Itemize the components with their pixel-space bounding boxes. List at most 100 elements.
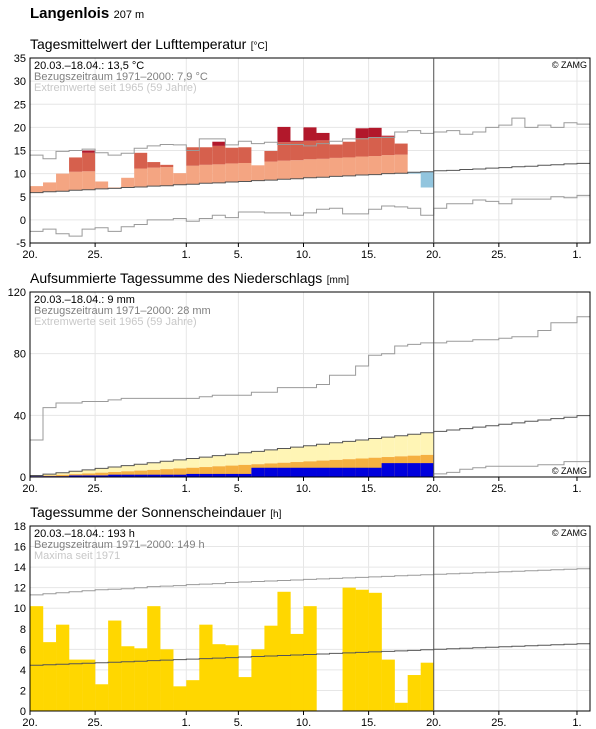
temperature-bar: [56, 173, 70, 192]
precipitation-bar: [316, 467, 330, 477]
sunshine-bar: [394, 702, 408, 711]
temperature-bar: [134, 152, 148, 169]
temperature-bar: [121, 177, 135, 188]
sunshine-bar: [43, 642, 57, 711]
x-tick-label: 1.: [182, 483, 191, 495]
temperature-bar: [264, 161, 278, 181]
precipitation-band: [212, 455, 226, 467]
y-tick-label: 14: [14, 562, 26, 574]
temperature-bar: [290, 140, 304, 142]
precipitation-bar: [121, 474, 135, 477]
precipitation-bar: [407, 463, 421, 477]
sunshine-bar: [264, 625, 278, 711]
precipitation-bar: [381, 463, 395, 477]
precipitation-bar: [290, 467, 304, 477]
y-tick-label: 18: [14, 521, 26, 533]
temperature-bar: [199, 147, 213, 165]
precipitation-band: [82, 473, 96, 477]
sunshine-bar: [134, 648, 148, 711]
info-extremes-note: Extremwerte seit 1965 (59 Jahre): [34, 316, 197, 328]
precipitation-band: [82, 469, 96, 474]
copyright-label: © ZAMG: [552, 60, 587, 70]
temperature-bar: [316, 132, 330, 141]
x-tick-label: 1.: [182, 249, 191, 261]
precipitation-bar: [394, 463, 408, 477]
precipitation-band: [407, 434, 421, 456]
precipitation-band: [43, 474, 57, 476]
record-max-line: [30, 316, 590, 441]
precipitation-band: [160, 469, 174, 477]
precipitation-bar: [368, 467, 382, 477]
precipitation-bar: [199, 473, 213, 477]
sunshine-bar: [251, 649, 265, 711]
precipitation-bar: [264, 467, 278, 477]
x-tick-label: 20.: [22, 249, 37, 261]
precipitation-band: [134, 470, 148, 477]
precipitation-band: [225, 454, 239, 466]
sunshine-bar: [82, 659, 96, 711]
y-tick-label: 5: [20, 192, 26, 204]
sunshine-bar: [186, 680, 200, 711]
precipitation-bar: [186, 473, 200, 477]
info-extremes-note: Maxima seit 1971: [34, 550, 120, 562]
temperature-bar: [251, 165, 265, 181]
sunshine-bar: [173, 686, 187, 711]
sunshine-bar: [381, 659, 395, 711]
y-tick-label: 80: [14, 349, 26, 361]
x-tick-label: 15.: [361, 249, 376, 261]
info-period-value: 20.03.–18.04.: 13,5 °C: [34, 60, 144, 72]
precipitation-band: [95, 468, 109, 473]
temperature-bar: [82, 152, 96, 172]
precipitation-bar: [134, 474, 148, 477]
precipitation-band: [290, 447, 304, 463]
temperature-bar: [238, 162, 252, 182]
y-tick-label: 2: [20, 685, 26, 697]
temperature-bar: [290, 160, 304, 179]
precipitation-bar: [355, 467, 369, 477]
info-reference-value: Bezugszeitraum 1971–2000: 149 h: [34, 539, 205, 551]
temperature-bar: [147, 167, 161, 187]
temperature-bar: [95, 181, 109, 189]
precipitation-bar: [342, 467, 356, 477]
precipitation-band: [381, 437, 395, 458]
plot-frame: [29, 525, 591, 712]
temperature-bar: [43, 182, 57, 192]
x-tick-label: 25.: [87, 717, 102, 729]
temperature-bar: [212, 141, 226, 146]
precipitation-band: [355, 440, 369, 459]
precipitation-band: [108, 471, 122, 477]
precipitation-bar: [212, 473, 226, 477]
temperature-bar: [69, 171, 83, 191]
temperature-bar: [277, 142, 291, 161]
x-tick-label: 5.: [234, 249, 243, 261]
precipitation-bar: [173, 474, 187, 477]
precipitation-bar: [108, 474, 122, 477]
temperature-bar: [303, 140, 317, 160]
precipitation-band: [186, 458, 200, 468]
temperature-bar: [394, 143, 408, 155]
sunshine-bar: [277, 591, 291, 711]
sunshine-bar: [108, 620, 122, 711]
temperature-chart-title: Tagesmittelwert der Lufttemperatur [°C]: [30, 36, 268, 54]
x-tick-label: 1.: [572, 717, 581, 729]
precipitation-bar: [251, 467, 265, 477]
y-tick-label: 0: [20, 706, 26, 718]
y-tick-label: 6: [20, 644, 26, 656]
sunshine-chart-title: Tagessumme der Sonnenscheindauer [h]: [30, 504, 281, 522]
precipitation-band: [56, 472, 70, 475]
y-tick-label: 10: [14, 169, 26, 181]
sunshine-bar: [407, 675, 421, 711]
temperature-bar: [82, 171, 96, 190]
precipitation-band: [199, 467, 213, 477]
temperature-bar: [368, 127, 382, 138]
record-min-line: [30, 194, 590, 237]
temperature-bar: [420, 171, 434, 188]
precipitation-band: [199, 457, 213, 468]
temperature-bar: [355, 138, 369, 157]
temperature-bar: [394, 154, 408, 174]
info-period-value: 20.03.–18.04.: 193 h: [34, 528, 135, 540]
sunshine-unit: [h]: [270, 509, 282, 520]
precipitation-band: [251, 451, 265, 465]
sunshine-bar: [121, 646, 135, 711]
